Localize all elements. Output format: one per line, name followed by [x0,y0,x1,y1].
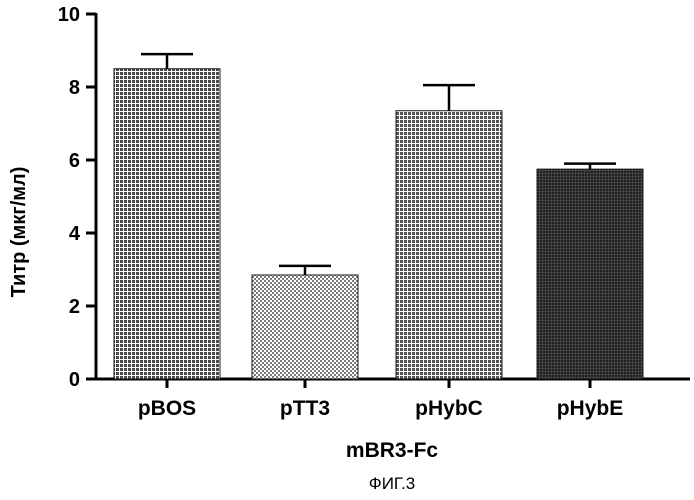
y-tick-label: 4 [69,223,81,245]
error-bar-phybe [564,164,616,169]
x-axis-title: mBR3-Fc [346,439,439,462]
y-axis-title: Титр (мкг/мл) [8,167,30,298]
error-bar-ptt3 [279,266,331,275]
x-axis: pBOS pTT3 pHybC pHybE [95,379,690,420]
x-tick-label: pBOS [138,397,196,420]
bar-pbos [114,69,220,379]
y-tick-label: 8 [69,77,80,99]
x-tick-label: pHybC [415,397,483,420]
bar-phybc [396,111,502,379]
y-tick-label: 6 [69,150,80,172]
bar-phybe [537,169,643,379]
y-tick-label: 10 [58,4,80,26]
error-bar-pbos [141,54,193,69]
x-tick-label: pTT3 [280,397,330,420]
y-axis: 0 2 4 6 8 10 [58,4,96,391]
error-bar-phybc [423,85,475,111]
y-tick-label: 2 [69,296,80,318]
x-tick-label: pHybE [557,397,624,420]
y-tick-label: 0 [69,369,80,391]
bars [114,69,643,379]
figure-caption: ФИГ.3 [369,474,415,493]
bar-ptt3 [252,275,358,379]
